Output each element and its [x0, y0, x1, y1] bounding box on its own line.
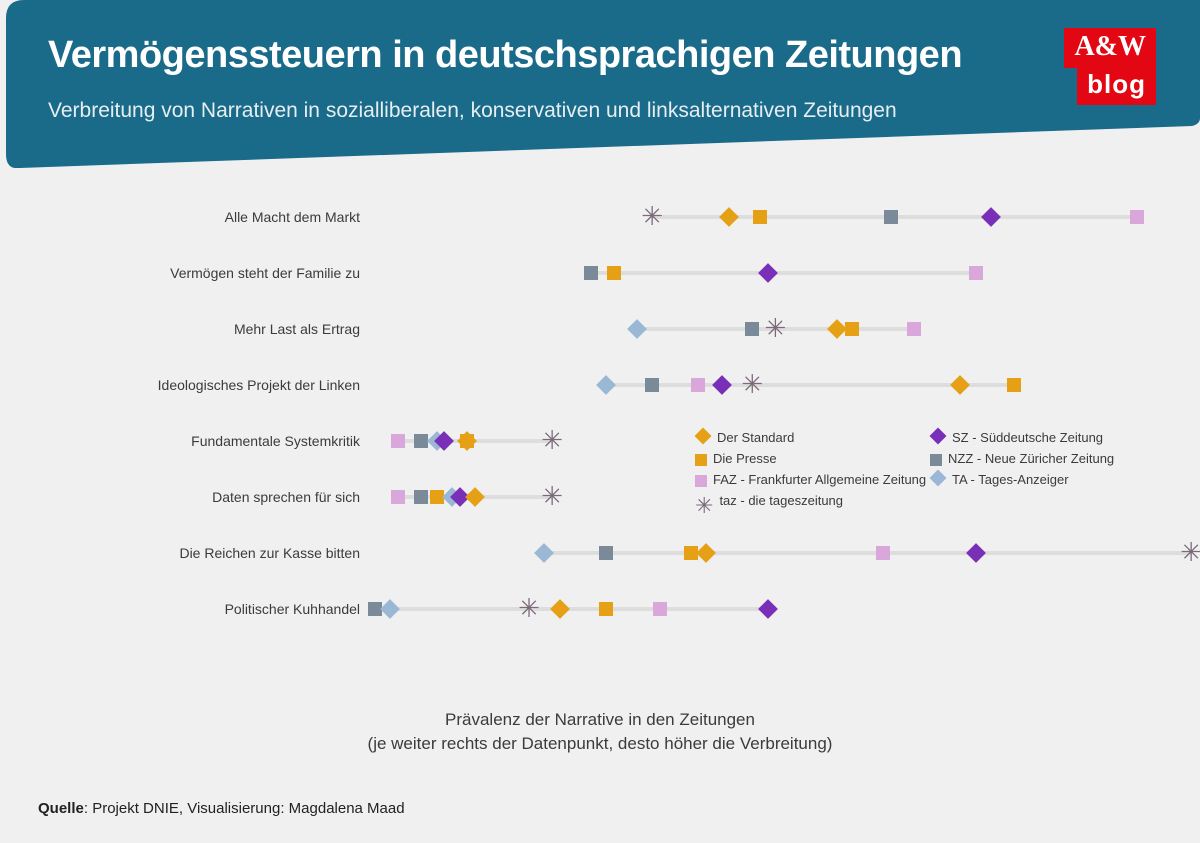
marker-nzz	[414, 490, 428, 504]
marker-faz	[969, 266, 983, 280]
marker-ta	[627, 319, 647, 339]
marker-standard	[827, 319, 847, 339]
marker-sz	[758, 599, 778, 619]
marker-standard	[550, 599, 570, 619]
chart-row: Die Reichen zur Kasse bitten✳	[170, 541, 1145, 565]
legend-label: Die Presse	[713, 451, 777, 466]
marker-presse	[1007, 378, 1021, 392]
marker-standard	[950, 375, 970, 395]
logo: A&W blog	[1064, 28, 1156, 105]
marker-faz	[691, 378, 705, 392]
row-track	[544, 551, 1191, 555]
legend-item-presse: Die Presse	[695, 451, 777, 466]
marker-faz	[907, 322, 921, 336]
row-label: Alle Macht dem Markt	[60, 209, 360, 225]
chart-row: Daten sprechen für sich✳	[170, 485, 1145, 509]
row-track	[591, 271, 976, 275]
marker-nzz	[599, 546, 613, 560]
marker-faz	[876, 546, 890, 560]
marker-presse	[753, 210, 767, 224]
chart-row: Ideologisches Projekt der Linken✳	[170, 373, 1145, 397]
marker-nzz	[414, 434, 428, 448]
row-label: Mehr Last als Ertrag	[60, 321, 360, 337]
row-label: Politischer Kuhhandel	[60, 601, 360, 617]
marker-nzz	[645, 378, 659, 392]
marker-sz	[966, 543, 986, 563]
marker-sz	[981, 207, 1001, 227]
marker-standard	[465, 487, 485, 507]
source-line: Quelle: Projekt DNIE, Visualisierung: Ma…	[38, 800, 405, 817]
legend-item-sz: SZ - Süddeutsche Zeitung	[930, 430, 1103, 445]
legend-label: FAZ - Frankfurter Allgemeine Zeitung	[713, 472, 926, 487]
legend-item-standard: Der Standard	[695, 430, 794, 445]
marker-ta	[596, 375, 616, 395]
header-content: Vermögenssteuern in deutschsprachigen Ze…	[0, 0, 1200, 123]
source-text: : Projekt DNIE, Visualisierung: Magdalen…	[84, 800, 405, 817]
marker-ta	[534, 543, 554, 563]
row-label: Vermögen steht der Familie zu	[60, 265, 360, 281]
logo-top-text: A&W	[1064, 28, 1156, 68]
row-label: Die Reichen zur Kasse bitten	[60, 545, 360, 561]
legend-label: SZ - Süddeutsche Zeitung	[952, 430, 1103, 445]
legend-label: TA - Tages-Anzeiger	[952, 472, 1069, 487]
marker-presse	[845, 322, 859, 336]
chart-row: Politischer Kuhhandel✳	[170, 597, 1145, 621]
x-axis-label-line1: Prävalenz der Narrative in den Zeitungen	[0, 710, 1200, 730]
marker-nzz	[884, 210, 898, 224]
row-label: Ideologisches Projekt der Linken	[60, 377, 360, 393]
legend-item-ta: TA - Tages-Anzeiger	[930, 472, 1069, 487]
chart-row: Alle Macht dem Markt✳	[170, 205, 1145, 229]
marker-nzz	[745, 322, 759, 336]
page-title: Vermögenssteuern in deutschsprachigen Ze…	[48, 34, 1150, 77]
marker-sz	[758, 263, 778, 283]
page-subtitle: Verbreitung von Narrativen in soziallibe…	[48, 99, 1150, 123]
marker-standard	[696, 543, 716, 563]
marker-faz	[1130, 210, 1144, 224]
legend-label: taz - die tageszeitung	[719, 493, 843, 508]
legend-label: NZZ - Neue Züricher Zeitung	[948, 451, 1114, 466]
marker-nzz	[584, 266, 598, 280]
logo-bottom-text: blog	[1077, 66, 1156, 105]
source-label: Quelle	[38, 800, 84, 817]
marker-ta	[380, 599, 400, 619]
dot-plot-chart: Alle Macht dem Markt✳ Vermögen steht der …	[170, 195, 1145, 705]
marker-faz	[653, 602, 667, 616]
marker-faz	[391, 434, 405, 448]
legend-label: Der Standard	[717, 430, 794, 445]
chart-row: Mehr Last als Ertrag✳	[170, 317, 1145, 341]
marker-standard	[719, 207, 739, 227]
row-label: Daten sprechen für sich	[60, 489, 360, 505]
marker-sz	[712, 375, 732, 395]
marker-presse	[607, 266, 621, 280]
header: Vermögenssteuern in deutschsprachigen Ze…	[0, 0, 1200, 168]
marker-faz	[391, 490, 405, 504]
legend-item-faz: FAZ - Frankfurter Allgemeine Zeitung	[695, 472, 926, 487]
marker-presse	[599, 602, 613, 616]
x-axis-label-line2: (je weiter rechts der Datenpunkt, desto …	[0, 734, 1200, 754]
row-track	[375, 607, 768, 611]
legend-item-taz: ✳taz - die tageszeitung	[695, 493, 843, 508]
row-label: Fundamentale Systemkritik	[60, 433, 360, 449]
chart-row: Vermögen steht der Familie zu	[170, 261, 1145, 285]
marker-presse	[460, 434, 474, 448]
legend-item-nzz: NZZ - Neue Züricher Zeitung	[930, 451, 1114, 466]
